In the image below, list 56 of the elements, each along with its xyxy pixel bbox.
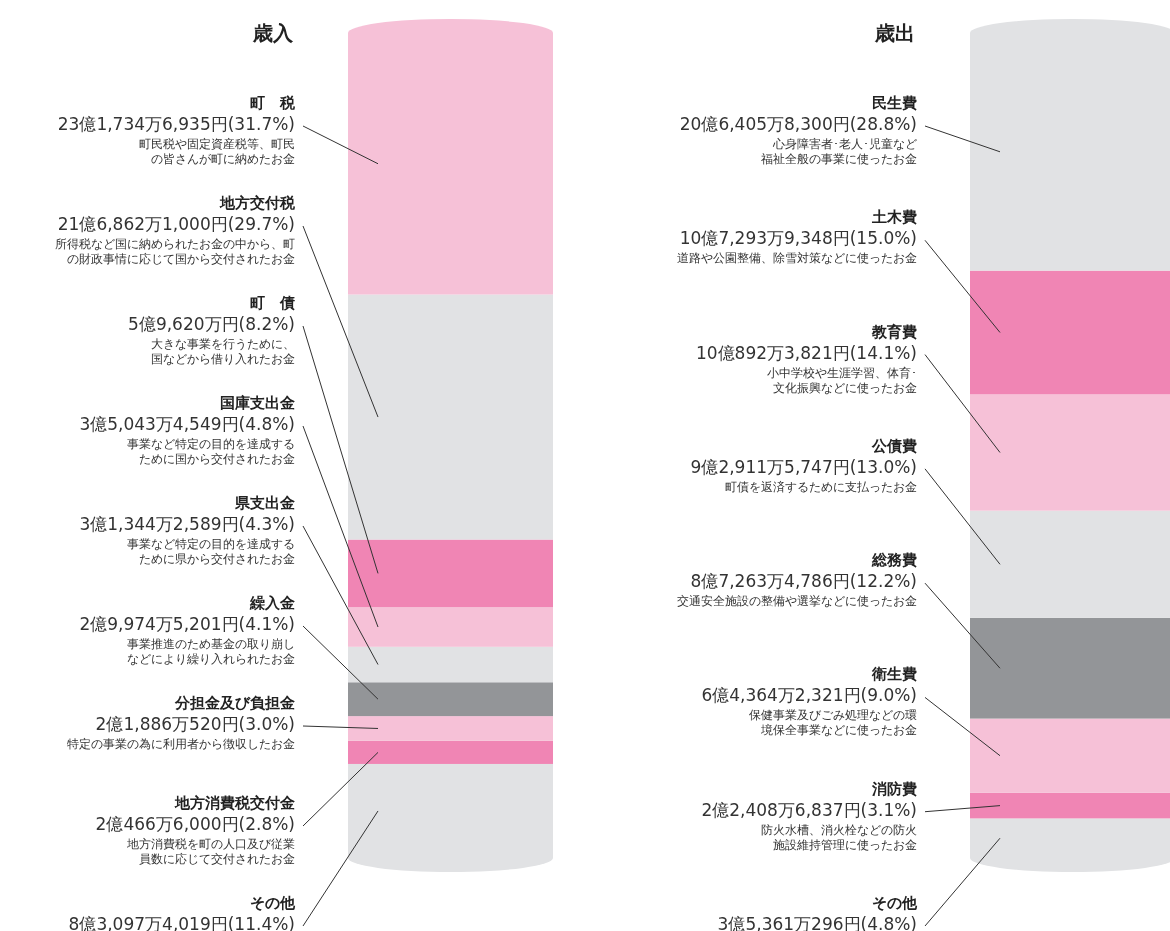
data-label: 6億4,364万2,321円(9.0%) [701, 685, 917, 706]
text: 道路や公園整備、除雪対策などに使ったお金 [677, 251, 917, 266]
text: 小中学校や生涯学習、体育･文化振興などに使ったお金 [767, 365, 917, 395]
bar [348, 682, 553, 717]
text: 町 税 [250, 94, 296, 112]
text: 総務費 [871, 551, 917, 570]
text: 教育費 [871, 322, 917, 341]
data-label: 10億892万3,821円(14.1%) [695, 342, 917, 363]
data-label: 3億5,043万4,549円(4.8%) [79, 414, 295, 434]
data-label: 9億2,911万5,747円(13.0%) [690, 456, 917, 477]
text: 地方消費税交付金 [174, 794, 295, 812]
data-label: 2億9,974万5,201円(4.1%) [79, 614, 295, 634]
text: その他 [872, 894, 918, 912]
bar [348, 294, 553, 540]
text: 県支出金 [234, 494, 295, 512]
text: 事業推進のため基金の取り崩しなどにより繰り入れられたお金 [127, 637, 295, 666]
text: 所得税など国に納められたお金の中から、町の財政事情に応じて国から交付されたお金 [55, 237, 295, 266]
data-label: 20億6,405万8,300円(28.8%) [679, 114, 917, 134]
bar [348, 646, 553, 683]
text: 公債費 [871, 436, 917, 455]
bar [348, 716, 553, 741]
data-label: 21億6,862万1,000円(29.7%) [57, 214, 295, 234]
text: 保健事業及びごみ処理などの環境保全事業などに使ったお金 [749, 708, 917, 738]
text: 大きな事業を行うために、国などから借り入れたお金 [151, 337, 295, 366]
text: 民生費 [872, 94, 917, 112]
data-label: 2億466万6,000円(2.8%) [95, 814, 295, 834]
data-label: 8億7,263万4,786円(12.2%) [690, 571, 917, 592]
text: 地方交付税 [219, 194, 296, 212]
text: 衛生費 [871, 665, 917, 684]
text: 町 債 [250, 294, 295, 312]
text: 土木費 [871, 208, 917, 227]
text: 特定の事業の為に利用者から徴収したお金 [67, 737, 295, 751]
data-label: 2億2,408万6,837円(3.1%) [701, 799, 917, 820]
bar [348, 607, 553, 647]
data-label: 2億1,886万520円(3.0%) [95, 714, 295, 734]
text: 国庫支出金 [220, 394, 295, 412]
data-label: 3億1,344万2,589円(4.3%) [79, 514, 295, 534]
text: 分担金及び負担金 [174, 694, 295, 712]
data-label: 10億7,293万9,348円(15.0%) [679, 228, 917, 249]
bar [348, 539, 553, 608]
data-label: 5億9,620万円(8.2%) [128, 314, 295, 334]
chart-title: 歳出 [874, 21, 915, 45]
text: 消防費 [871, 779, 917, 798]
data-label: 23億1,734万6,935円(31.7%) [57, 114, 295, 134]
text: 町債を返済するために支払ったお金 [725, 479, 917, 494]
text: 町民税や固定資産税等、町民の皆さんが町に納めたお金 [139, 137, 295, 166]
text: 繰入金 [249, 594, 295, 612]
text: その他 [250, 894, 296, 912]
text: 防火水槽、消火栓などの防火施設維持管理に使ったお金 [761, 822, 917, 852]
text: 事業など特定の目的を達成するために国から交付されたお金 [127, 437, 295, 466]
bar [348, 740, 553, 764]
chart-title: 歳入 [252, 21, 294, 45]
text: 交通安全施設の整備や選挙などに使ったお金 [677, 594, 917, 609]
text: 心身障害者･老人･児童など福祉全般の事業に使ったお金 [761, 137, 917, 166]
text: 地方消費税を町の人口及び従業員数に応じて交付されたお金 [126, 837, 295, 866]
text: 事業など特定の目的を達成するために県から交付されたお金 [127, 537, 295, 566]
